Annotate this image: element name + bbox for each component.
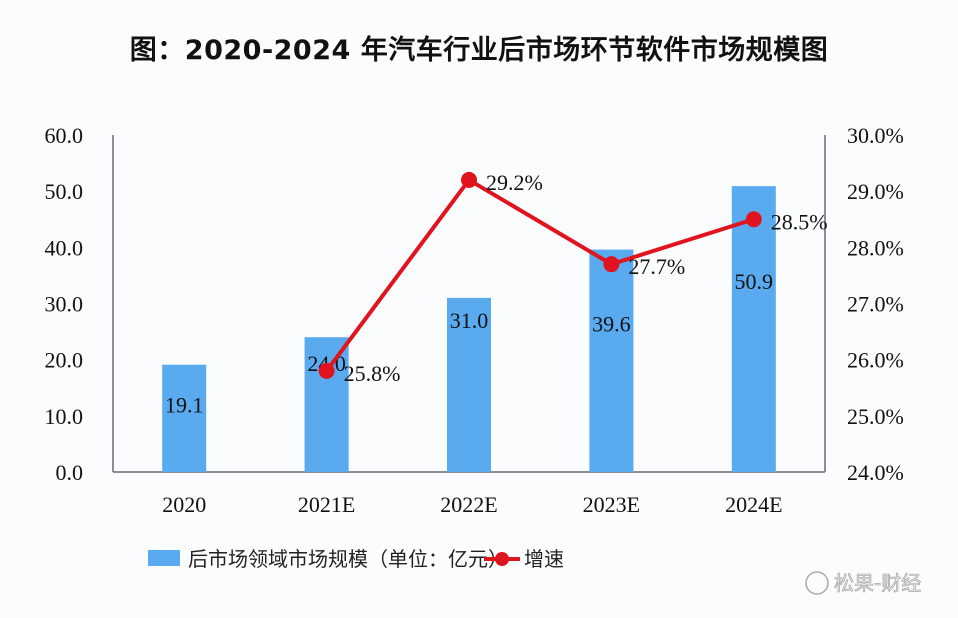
legend-bar-swatch <box>148 550 180 566</box>
bar-data-label: 19.1 <box>165 393 204 418</box>
bar-data-label: 50.9 <box>735 269 774 294</box>
legend-line-marker <box>495 552 509 566</box>
bar <box>304 337 349 472</box>
y-right-tick-label: 25.0% <box>847 404 904 429</box>
y-left-tick-label: 60.0 <box>45 123 84 148</box>
x-tick-label: 2021E <box>298 492 355 517</box>
bar <box>589 249 634 472</box>
legend-bar-label: 后市场领域市场规模（单位：亿元） <box>188 547 508 571</box>
growth-point <box>745 211 762 228</box>
y-left-tick-label: 20.0 <box>45 348 84 373</box>
growth-data-label: 27.7% <box>628 254 685 279</box>
y-right-tick-label: 27.0% <box>847 292 904 317</box>
weibo-logo-icon <box>805 571 829 595</box>
bar <box>162 364 207 472</box>
growth-point <box>461 171 477 188</box>
growth-data-label: 29.2% <box>486 170 543 195</box>
x-tick-label: 2023E <box>583 492 640 517</box>
watermark-text: 松果-财经 <box>834 571 921 595</box>
y-right-tick-label: 29.0% <box>847 179 904 204</box>
x-tick-label: 2024E <box>725 492 782 517</box>
bar-data-label: 31.0 <box>450 308 489 333</box>
x-tick-label: 2022E <box>440 492 497 517</box>
growth-point <box>603 256 620 273</box>
y-left-tick-label: 30.0 <box>45 292 84 317</box>
y-right-tick-label: 28.0% <box>847 235 904 260</box>
growth-point <box>318 362 335 379</box>
chart-title: 图：2020-2024 年汽车行业后市场环节软件市场规模图 <box>129 35 829 66</box>
bar <box>731 186 776 472</box>
y-left-tick-label: 10.0 <box>45 404 84 429</box>
growth-data-label: 25.8% <box>344 361 401 386</box>
growth-data-label: 28.5% <box>771 209 828 234</box>
y-right-tick-label: 24.0% <box>847 460 904 485</box>
bar <box>447 297 491 472</box>
y-left-tick-label: 40.0 <box>45 235 84 260</box>
y-left-tick-label: 50.0 <box>45 179 84 204</box>
y-right-tick-label: 26.0% <box>847 348 904 373</box>
y-right-tick-label: 30.0% <box>847 123 904 148</box>
legend-line-label: 增速 <box>524 547 564 571</box>
bar-data-label: 39.6 <box>592 312 631 337</box>
x-tick-label: 2020 <box>162 492 206 517</box>
y-left-tick-label: 0.0 <box>56 460 84 485</box>
growth-line <box>324 177 755 373</box>
